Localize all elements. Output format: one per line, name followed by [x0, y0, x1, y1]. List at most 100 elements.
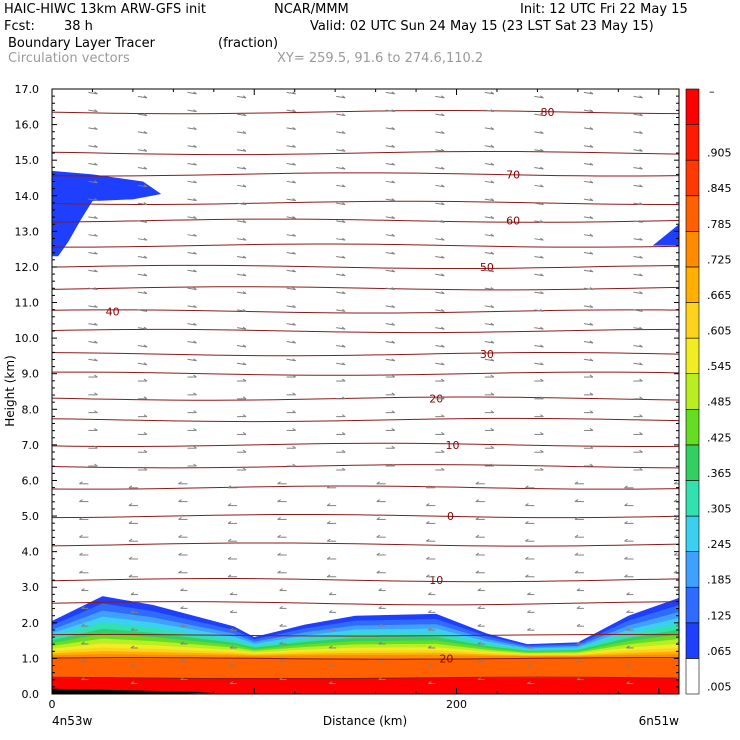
circulation-vector [484, 251, 494, 255]
circulation-vector [137, 113, 148, 117]
circulation-vector [88, 180, 98, 184]
circulation-vector [187, 163, 197, 166]
circulation-vector-head [229, 645, 234, 649]
circulation-vector-head [178, 516, 182, 520]
circulation-vector-head [193, 304, 197, 308]
circulation-vector-head [576, 588, 581, 591]
circulation-vector [88, 91, 98, 95]
circulation-vector-head [193, 358, 197, 362]
circulation-vector [583, 340, 594, 344]
circulation-vector-head [193, 428, 197, 431]
circulation-vector-head [490, 392, 495, 396]
circulation-vector-head [639, 414, 643, 418]
circulation-vector-head [277, 516, 281, 520]
circulation-vector [286, 127, 296, 130]
circulation-vector-head [490, 340, 495, 344]
circulation-vector [534, 202, 544, 206]
field1-units: (fraction) [218, 36, 279, 51]
circulation-vector [286, 305, 296, 308]
temperature-contour [52, 464, 679, 469]
x-left-endpoint: 4n53w [52, 714, 93, 728]
circulation-vector [435, 95, 445, 99]
circulation-vector [385, 251, 395, 255]
circulation-vector-head [193, 445, 197, 449]
circulation-vector [583, 198, 594, 202]
y-tick-label: 12.0 [15, 261, 40, 274]
contour-label: 0 [447, 510, 454, 523]
circulation-vector-head [193, 374, 197, 378]
circulation-vector-head [242, 255, 247, 259]
circulation-vector-head [143, 131, 148, 134]
circulation-vector-head [341, 255, 346, 259]
circulation-vector-head [180, 677, 184, 680]
circulation-vector [286, 287, 296, 291]
circulation-vector [137, 167, 148, 170]
circulation-vector [435, 167, 445, 170]
circulation-vector-head [639, 113, 643, 117]
circulation-vector-head [193, 198, 197, 202]
circulation-vector-head [130, 681, 135, 684]
circulation-vector [336, 167, 346, 170]
circulation-vector-head [279, 659, 283, 663]
circulation-vector-head [540, 432, 544, 435]
circulation-vector [484, 109, 494, 113]
colorbar-label: .725 [707, 253, 732, 266]
y-tick-label: 6.0 [22, 474, 40, 487]
circulation-vector-head [81, 588, 85, 591]
y-tick-label: 8.0 [22, 403, 40, 416]
circulation-vector-head [193, 287, 197, 290]
circulation-vector [88, 323, 98, 326]
circulation-vector-head [193, 162, 197, 166]
circulation-vector [88, 269, 98, 273]
circulation-vector [633, 291, 643, 295]
circulation-vector [187, 127, 197, 130]
circulation-vector [336, 131, 346, 134]
circulation-vector-head [193, 269, 197, 273]
contour-label: 60 [506, 215, 520, 228]
circulation-vector-head [639, 396, 643, 400]
circulation-vector [435, 238, 445, 241]
circulation-vector-head [279, 605, 283, 609]
y-tick-label: 4.0 [22, 546, 40, 559]
circulation-vector [88, 145, 98, 148]
circulation-vector [286, 163, 296, 166]
circulation-vector [534, 291, 544, 295]
y-tick-label: 14.0 [15, 190, 40, 203]
circulation-vector [286, 180, 296, 184]
circulation-vector-head [540, 95, 544, 99]
circulation-vector-head [94, 269, 98, 273]
circulation-vector-head [490, 91, 495, 95]
circulation-vector [137, 184, 148, 188]
circulation-vector [336, 273, 346, 277]
circulation-vector-head [341, 344, 346, 348]
circulation-vector-head [475, 481, 480, 485]
y-tick-label: 2.0 [22, 617, 40, 630]
circulation-vector [187, 216, 197, 219]
circulation-vector-head [328, 627, 333, 631]
circulation-vector-head [328, 592, 333, 595]
circulation-vector-head [341, 291, 346, 294]
circulation-vector-head [292, 340, 296, 344]
circulation-vector-head [341, 326, 346, 330]
circulation-vector-head [79, 552, 83, 556]
circulation-vector-head [81, 659, 85, 663]
circulation-vector [534, 273, 544, 277]
circulation-vector-head [391, 340, 396, 344]
circulation-vector-head [441, 202, 445, 206]
colorbar-swatch [685, 658, 700, 695]
circulation-vector-head [391, 251, 396, 255]
circulation-vector-head [490, 233, 495, 237]
circulation-vector-head [242, 148, 247, 152]
circulation-vector-head [490, 304, 495, 308]
circulation-vector-head [589, 428, 594, 431]
circulation-vector-head [328, 609, 333, 613]
circulation-vector [385, 269, 395, 273]
circulation-vector-head [292, 251, 296, 255]
circulation-vector [286, 91, 296, 95]
circulation-vector-head [180, 623, 184, 627]
circulation-vector-head [279, 588, 283, 591]
circulation-vector-head [242, 273, 247, 277]
plot-frame [51, 88, 680, 695]
circulation-vector-head [279, 623, 283, 627]
circulation-vector-head [589, 445, 594, 449]
